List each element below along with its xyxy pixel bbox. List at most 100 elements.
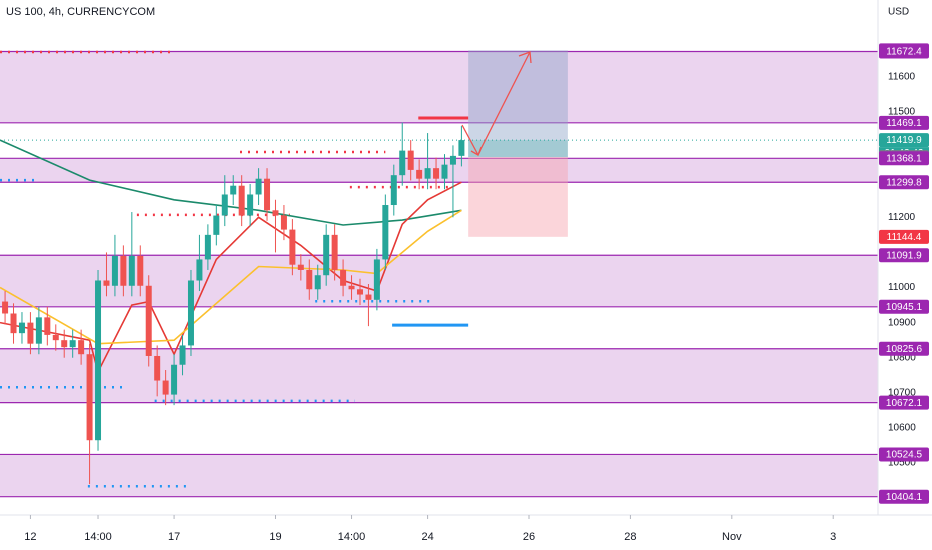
price-badge xyxy=(879,341,929,356)
time-scale xyxy=(0,515,878,550)
candle-body xyxy=(449,155,456,165)
price-badge xyxy=(879,44,929,59)
candle-body xyxy=(424,168,431,179)
candle-body xyxy=(213,215,220,235)
y-tick-label: 10500 xyxy=(888,458,916,469)
candle-body xyxy=(196,259,203,281)
x-tick-label: 17 xyxy=(168,531,180,543)
projection-arrow xyxy=(461,51,532,157)
price-badge-label: 11091.9 xyxy=(886,250,922,261)
price-badge xyxy=(879,115,929,130)
candle-body xyxy=(433,168,440,179)
candle-body xyxy=(2,301,9,314)
price-badge-label: 10945.1 xyxy=(886,302,923,313)
candle-body xyxy=(162,380,169,395)
y-tick-label: 10900 xyxy=(888,317,916,328)
y-tick-label: 10600 xyxy=(888,423,916,434)
x-tick-label: 12 xyxy=(24,531,36,543)
x-tick-label: 24 xyxy=(421,531,433,543)
price-badge xyxy=(879,299,929,314)
price-badge-label: 11672.4 xyxy=(886,47,922,58)
price-badge xyxy=(879,133,929,148)
y-tick-label: 11200 xyxy=(888,212,916,223)
candle-body xyxy=(356,289,363,295)
candle-body xyxy=(314,275,321,290)
price-badge-label: 11419.9 xyxy=(886,135,922,146)
x-tick-label: 28 xyxy=(624,531,636,543)
price-badge-label: 10825.6 xyxy=(886,344,923,355)
candle-body xyxy=(10,313,17,334)
price-badge-label: 11144.4 xyxy=(887,232,922,243)
candle-body xyxy=(382,205,389,260)
candle-body xyxy=(297,264,304,270)
target-zone xyxy=(468,50,568,158)
y-tick-label: 11500 xyxy=(888,107,916,118)
plot-area xyxy=(0,50,878,498)
candle-body xyxy=(61,340,68,348)
candle-body xyxy=(264,178,271,211)
candle-body xyxy=(35,317,42,344)
price-badge xyxy=(879,395,929,410)
price-badge xyxy=(879,175,929,190)
x-tick-label: 19 xyxy=(269,531,281,543)
profit-zone xyxy=(468,140,568,158)
candle-body xyxy=(331,234,338,270)
price-badge xyxy=(879,489,929,504)
candle-body xyxy=(52,334,59,341)
stop-zone xyxy=(468,157,568,237)
candle-body xyxy=(86,354,93,441)
y-tick-label: 11600 xyxy=(888,72,916,83)
x-tick-label: Nov xyxy=(722,531,742,543)
y-tick-label: 10700 xyxy=(888,387,916,398)
candle-body xyxy=(306,269,313,290)
candle-body xyxy=(187,280,194,346)
price-badge-label: 11368.1 xyxy=(886,153,922,164)
price-badge-label: 11469.1 xyxy=(886,118,922,129)
candle-body xyxy=(18,322,25,334)
candle-body xyxy=(154,355,161,381)
candle-body xyxy=(238,185,245,216)
level-band xyxy=(0,348,878,403)
x-tick-label: 26 xyxy=(523,531,535,543)
candle-body xyxy=(171,364,178,395)
candle-body xyxy=(27,322,34,344)
candle-body xyxy=(128,255,135,286)
x-tick-label: 3 xyxy=(830,531,836,543)
candle-body xyxy=(399,150,406,176)
candle-body xyxy=(348,285,355,290)
candle-body xyxy=(95,280,102,441)
candle-body xyxy=(280,215,287,230)
axes: 11600 11500 11200 11000 10900 10800 10700 10600… xyxy=(24,43,929,543)
candle-body xyxy=(272,210,279,216)
price-badge-label: 10524.5 xyxy=(886,450,923,461)
chart-title: US 100, 4h, CURRENCYCOM xyxy=(6,6,155,18)
candle-body xyxy=(247,194,254,216)
level-band xyxy=(0,51,878,123)
candle-body xyxy=(365,294,372,300)
currency-label: USD xyxy=(888,7,909,18)
x-tick-label: 14:00 xyxy=(338,531,366,543)
candle-body xyxy=(204,234,211,260)
candle-body xyxy=(416,169,423,179)
candle-body xyxy=(145,285,152,356)
candle-body xyxy=(103,280,110,286)
candle-body xyxy=(340,269,347,286)
price-badge xyxy=(879,447,929,462)
price-badge-label: 10672.1 xyxy=(886,398,923,409)
candle-body xyxy=(441,164,448,179)
candle-body xyxy=(255,178,262,195)
candle-body xyxy=(390,175,397,206)
candle-body xyxy=(373,259,380,300)
y-tick-label: 11000 xyxy=(888,282,916,293)
candle-body xyxy=(230,185,237,195)
candle-body xyxy=(44,317,51,335)
level-band xyxy=(0,454,878,497)
moving-average xyxy=(0,139,462,226)
candle-body xyxy=(120,255,127,286)
price-badge-label: 11299.8 xyxy=(886,177,922,188)
candle-body xyxy=(289,229,296,265)
candle-body xyxy=(179,345,186,365)
y-tick-label: 10800 xyxy=(888,352,916,363)
price-badge-label: 10404.1 xyxy=(886,492,923,503)
